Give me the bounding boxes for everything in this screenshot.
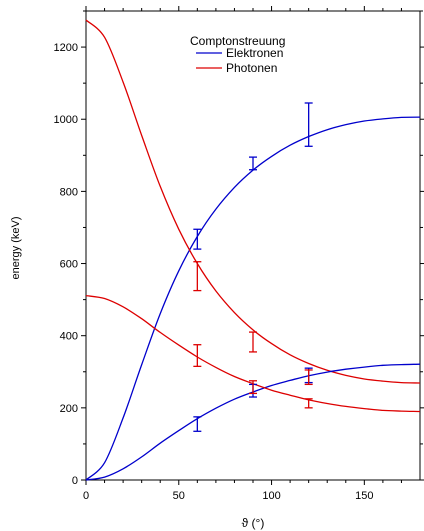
error-bar-elektronen: [304, 102, 313, 147]
error-bar-elektronen: [193, 416, 202, 432]
error-bar-photonen: [249, 380, 257, 395]
legend-title: Comptonstreuung: [190, 34, 285, 48]
x-tick-label: 150: [355, 490, 373, 502]
errorbar-layer: [193, 102, 313, 432]
error-bar-photonen: [193, 261, 202, 292]
error-bar-photonen: [304, 398, 313, 409]
series-line-photonen-1275: [85, 19, 421, 384]
x-axis: 0 50 100 150: [83, 6, 402, 502]
x-axis-label: ϑ (°): [242, 516, 265, 530]
error-bar-photonen: [304, 369, 313, 386]
y-axis: 0 200 400 600 800 1000 1200: [54, 10, 424, 487]
x-tick-label: 50: [173, 490, 185, 502]
error-bar-elektronen: [249, 156, 257, 171]
error-bar-photonen: [193, 344, 202, 368]
y-tick-label: 200: [60, 403, 78, 415]
x-tick-label: 100: [262, 490, 280, 502]
x-tick-label: 0: [83, 490, 89, 502]
y-tick-label: 0: [72, 475, 78, 487]
y-tick-label: 1000: [54, 114, 78, 126]
y-tick-label: 600: [60, 259, 78, 271]
y-axis-label: energy (keV): [10, 217, 22, 280]
legend-label-elektronen: Elektronen: [226, 46, 283, 60]
y-tick-label: 1200: [54, 42, 78, 54]
legend-label-photonen: Photonen: [226, 61, 277, 75]
error-bar-photonen: [249, 331, 257, 353]
error-bar-elektronen: [193, 228, 202, 250]
y-tick-label: 400: [60, 331, 78, 343]
series-layer: [85, 19, 421, 481]
y-tick-label: 800: [60, 186, 78, 198]
series-line-elektronen-1275: [85, 116, 421, 481]
